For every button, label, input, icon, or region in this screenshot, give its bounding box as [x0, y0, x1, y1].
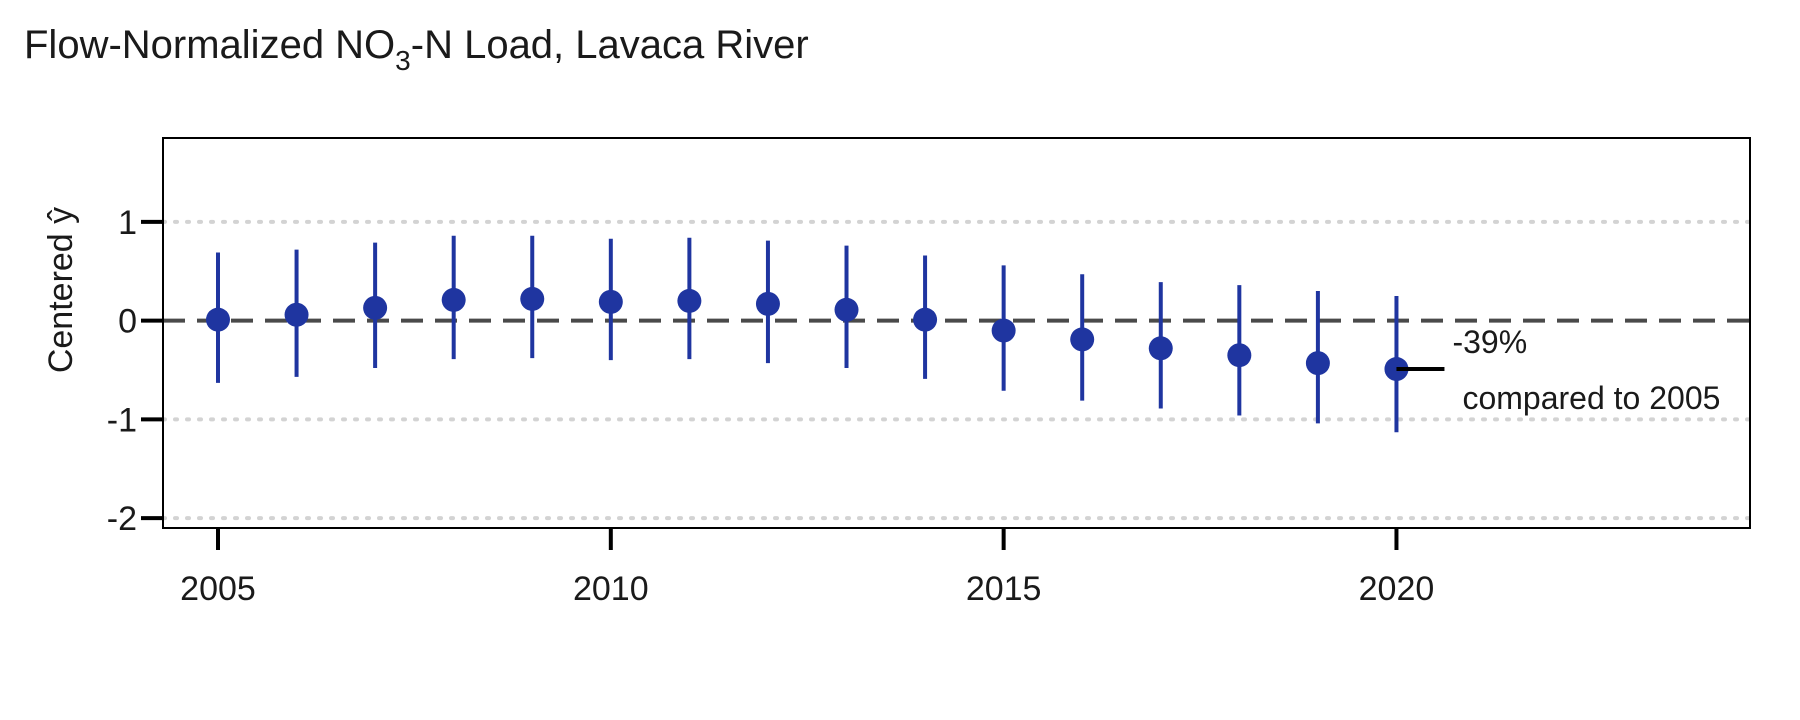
data-point — [363, 295, 388, 320]
y-axis-label-text: Centered — [42, 224, 80, 373]
data-point — [205, 307, 230, 332]
data-point — [913, 307, 938, 332]
data-point — [441, 287, 466, 312]
svg-text:Centered ŷ: Centered ŷ — [42, 207, 80, 373]
data-point — [1227, 343, 1252, 368]
data-point — [755, 291, 780, 316]
data-point — [284, 302, 309, 327]
data-point — [991, 318, 1016, 343]
chart-title-tail: -N Load, Lavaca River — [411, 23, 809, 67]
x-tick-label: 2010 — [573, 570, 649, 608]
chart-title: Flow-Normalized NO3-N Load, Lavaca River — [24, 23, 809, 76]
y-tick-label: 0 — [118, 303, 137, 341]
plot-border — [162, 137, 1751, 529]
chart-title-subscript: 3 — [395, 45, 411, 76]
data-point — [1148, 336, 1173, 361]
y-tick-label: 1 — [118, 204, 137, 242]
data-point — [1070, 327, 1095, 352]
annotation-percent: -39% — [1452, 324, 1527, 360]
data-point — [834, 297, 859, 322]
data-point — [1305, 351, 1330, 376]
x-tick-label: 2020 — [1359, 570, 1435, 608]
y-tick-label: -1 — [107, 401, 137, 439]
plot-area: 1 0 -1 -2 2005 2010 2015 2020 -39% compared to 20… — [107, 137, 1752, 608]
data-point — [598, 289, 623, 314]
x-tick-label: 2005 — [180, 570, 256, 608]
chart-title-main: Flow-Normalized NO — [24, 23, 395, 67]
y-tick-label: -2 — [107, 500, 137, 538]
y-axis-label: Centered ŷ — [42, 207, 80, 373]
data-point — [677, 288, 702, 313]
x-tick-label: 2015 — [966, 570, 1042, 608]
annotation-caption: compared to 2005 — [1462, 380, 1720, 416]
data-point — [520, 286, 545, 311]
y-hat-symbol: ŷ — [42, 207, 80, 224]
